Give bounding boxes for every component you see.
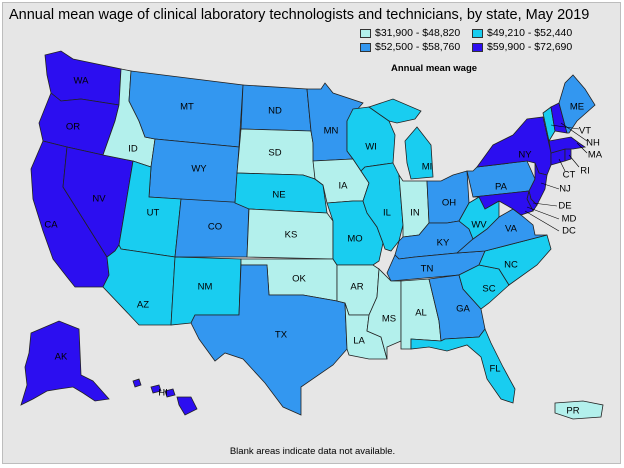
state-label-mt: MT [180,102,194,113]
state-label-nd: ND [268,106,282,117]
state-label-vt: VT [579,126,591,137]
state-mi [368,98,434,180]
footnote: Blank areas indicate data not available. [229,446,396,457]
state-label-ct: CT [563,170,576,181]
leader-line-ri [568,154,580,168]
state-label-ut: UT [147,208,160,219]
state-label-ca: CA [44,220,58,231]
leader-line-ma [576,142,588,154]
state-md [472,190,534,216]
state-label-tn: TN [421,264,434,275]
state-label-wv: WV [471,220,487,231]
state-label-ar: AR [350,282,363,293]
state-label-ky: KY [437,238,450,249]
map-title: Annual mean wage of clinical laboratory … [9,7,590,23]
map-frame: Annual mean wage of clinical laboratory … [2,2,621,464]
state-label-ok: OK [292,274,306,285]
state-label-de: DE [558,201,571,212]
state-label-ne: NE [272,190,285,201]
state-label-va: VA [505,224,518,235]
state-label-nj: NJ [559,184,571,195]
legend-swatch-2 [472,28,483,38]
state-label-ak: AK [55,352,68,363]
state-ms [366,268,402,360]
leader-line-ct [558,158,566,172]
state-az [102,244,176,326]
state-label-nv: NV [92,194,106,205]
state-label-nc: NC [504,260,518,271]
legend-swatch-1 [360,28,371,38]
state-label-sd: SD [268,148,281,159]
state-label-il: IL [383,208,391,219]
state-label-ia: IA [339,181,349,192]
state-label-pa: PA [495,182,508,193]
state-label-al: AL [415,308,427,319]
state-label-oh: OH [442,198,456,209]
legend: $31,900 - $48,820 $49,210 - $52,440 $52,… [360,27,610,137]
state-in [398,173,430,238]
state-label-nh: NH [586,138,600,149]
leader-line-de [532,202,558,207]
legend-swatch-3 [360,42,371,52]
state-fl [410,328,516,404]
state-label-az: AZ [137,300,149,311]
state-label-fl: FL [489,364,500,375]
state-label-me: ME [570,102,584,113]
leader-line-dc [524,210,560,232]
state-ak [20,320,110,406]
state-label-ma: MA [588,150,603,161]
state-label-tx: TX [275,330,288,341]
legend-item-bin-3: $52,500 - $58,760 [360,41,460,53]
state-label-ri: RI [580,166,590,177]
state-label-la: LA [353,336,365,347]
legend-label-2: $49,210 - $52,440 [487,27,573,39]
state-label-hi: HI [158,388,168,399]
legend-label-3: $52,500 - $58,760 [375,41,461,53]
leader-line-md [526,206,560,220]
leader-line-nh [560,122,588,142]
state-label-mo: MO [347,234,362,245]
state-tx [190,264,348,416]
state-label-wa: WA [74,76,90,87]
legend-item-bin-1: $31,900 - $48,820 [360,27,460,39]
state-me [558,74,596,134]
state-label-wy: WY [191,164,207,175]
legend-item-bin-4: $59,900 - $72,690 [472,41,572,53]
state-label-md: MD [562,214,577,225]
state-label-pr: PR [566,406,579,417]
state-label-id: ID [128,144,138,155]
state-label-ny: NY [518,150,532,161]
state-label-ks: KS [285,230,298,241]
legend-title: Annual mean wage [391,63,478,74]
legend-label-4: $59,900 - $72,690 [487,41,573,53]
leader-line-nj [540,182,560,190]
state-label-dc: DC [562,226,576,237]
state-label-ga: GA [456,304,470,315]
state-ma [548,136,587,154]
state-ne [234,172,328,214]
legend-swatch-4 [472,42,483,52]
state-hi [132,378,198,416]
state-label-sc: SC [482,284,495,295]
state-pr [554,400,604,420]
state-ri [564,148,572,162]
state-label-mi: MI [422,162,433,173]
state-label-wi: WI [365,142,377,153]
us-state-map: WA OR CA NV ID MT WY UT CO AZ NM ND SD NE KS OK TX MN IA MO… [20,50,604,420]
legend-label-1: $31,900 - $48,820 [375,27,461,39]
legend-item-bin-2: $49,210 - $52,440 [472,27,572,39]
state-label-mn: MN [324,126,339,137]
state-label-or: OR [66,122,80,133]
state-label-nm: NM [198,282,213,293]
state-label-co: CO [208,222,222,233]
state-mo [326,200,384,266]
leader-line-vt [550,124,580,130]
state-label-in: IN [410,208,420,219]
state-label-ms: MS [382,314,396,325]
